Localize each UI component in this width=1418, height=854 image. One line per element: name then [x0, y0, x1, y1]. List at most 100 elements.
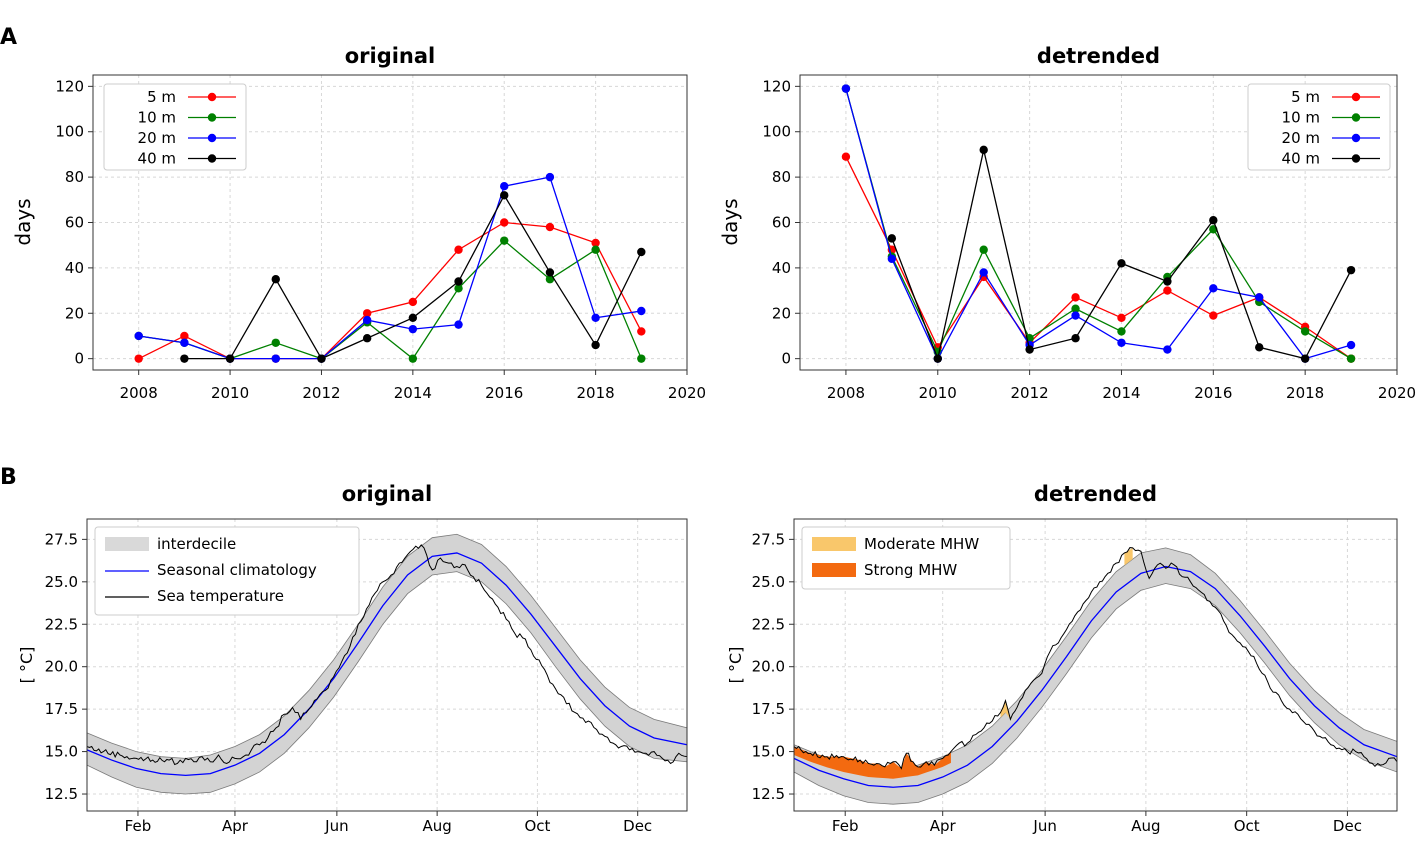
y-tick-label: 100: [55, 123, 84, 141]
x-tick-label: Feb: [125, 817, 152, 835]
data-point: [408, 313, 418, 323]
y-tick-label: 100: [762, 123, 791, 141]
x-tick-label: 2008: [827, 384, 865, 402]
legend-swatch-moderate: [812, 537, 856, 551]
data-point: [1346, 354, 1356, 363]
data-point: [408, 354, 418, 363]
y-tick-label: 40: [65, 259, 84, 277]
x-tick-label: 2018: [577, 384, 615, 402]
data-point: [271, 338, 280, 347]
legend-marker: [207, 133, 217, 143]
data-point: [271, 275, 280, 284]
data-point: [408, 324, 418, 334]
y-tick-label: 25.0: [752, 573, 785, 591]
data-point: [134, 354, 143, 363]
data-point: [500, 236, 509, 245]
data-point: [500, 218, 509, 227]
data-point: [1300, 354, 1310, 363]
y-tick-label: 15.0: [45, 743, 78, 761]
data-point: [1117, 338, 1126, 347]
data-point: [1209, 284, 1218, 293]
data-point: [887, 234, 897, 243]
data-point: [933, 354, 942, 363]
legend-label: Moderate MHW: [864, 535, 979, 553]
legend-label: 20 m: [1282, 129, 1320, 147]
data-point: [362, 309, 372, 318]
chart-title: original: [345, 44, 436, 68]
y-axis-label: [ °C]: [726, 647, 745, 684]
y-tick-label: 15.0: [752, 743, 785, 761]
legend-label: Seasonal climatology: [157, 561, 317, 579]
data-point: [1071, 334, 1080, 343]
x-tick-label: Jun: [1032, 817, 1056, 835]
y-tick-label: 27.5: [45, 530, 78, 548]
legend-label: 40 m: [138, 150, 176, 168]
data-point: [1255, 343, 1264, 352]
data-point: [979, 245, 988, 254]
x-tick-label: Dec: [623, 817, 652, 835]
legend-label: 10 m: [138, 109, 176, 127]
data-point: [637, 327, 646, 336]
y-tick-label: 120: [55, 77, 84, 95]
y-tick-label: 40: [772, 259, 791, 277]
x-tick-label: 2010: [211, 384, 249, 402]
x-tick-label: 2008: [120, 384, 158, 402]
data-point: [454, 320, 463, 329]
legend-label: 40 m: [1282, 150, 1320, 168]
legend-marker: [207, 113, 217, 122]
data-point: [591, 245, 600, 254]
y-tick-label: 22.5: [752, 615, 785, 633]
x-tick-label: 2012: [302, 384, 340, 402]
moderate-mhw-area: [1000, 700, 1011, 720]
data-point: [1209, 311, 1218, 320]
y-tick-label: 0: [781, 350, 791, 368]
data-point: [1209, 216, 1218, 225]
data-point: [317, 354, 326, 363]
x-tick-label: Jun: [324, 817, 348, 835]
data-point: [1255, 293, 1264, 302]
data-point: [979, 268, 988, 277]
series-line-10m: [138, 239, 642, 360]
y-axis-label: days: [11, 198, 35, 245]
data-point: [1117, 313, 1126, 323]
data-point: [362, 334, 372, 343]
data-point: [1163, 286, 1172, 295]
legend-marker: [1351, 113, 1361, 122]
y-tick-label: 17.5: [45, 700, 78, 718]
data-point: [887, 254, 897, 264]
y-tick-label: 80: [772, 168, 791, 186]
sea-temperature-line: [793, 547, 1398, 770]
chart-title: detrended: [1037, 44, 1160, 68]
data-point: [637, 247, 646, 257]
plot-frame: [793, 518, 1398, 812]
y-tick-label: 0: [74, 350, 84, 368]
strong-mhw-area: [794, 746, 951, 779]
x-tick-label: Dec: [1333, 817, 1362, 835]
x-tick-label: Aug: [1131, 817, 1160, 835]
data-point: [841, 152, 851, 161]
data-point: [591, 238, 600, 248]
legend-label: interdecile: [157, 535, 236, 553]
chart-title: original: [342, 482, 433, 506]
panel-a-label: A: [0, 25, 17, 50]
x-tick-label: 2012: [1011, 384, 1049, 402]
panel-b-label: B: [0, 465, 17, 490]
series-line-20m: [138, 176, 642, 360]
x-tick-label: 2020: [668, 384, 706, 402]
y-tick-label: 17.5: [752, 700, 785, 718]
data-point: [1071, 311, 1080, 320]
data-point: [225, 354, 235, 363]
x-tick-label: 2010: [919, 384, 957, 402]
data-point: [1163, 345, 1172, 354]
y-tick-label: 12.5: [752, 785, 785, 803]
legend-label: Sea temperature: [157, 587, 284, 605]
data-point: [637, 306, 646, 316]
legend-swatch-interdecile: [105, 537, 149, 551]
x-tick-label: 2018: [1286, 384, 1324, 402]
data-point: [545, 172, 555, 182]
legend-label: 5 m: [1291, 88, 1320, 106]
legend-box: [1247, 83, 1391, 171]
plot-frame: [799, 74, 1398, 371]
chart-B-detrended: detrended [ °C] Feb Apr Jun Aug Oct Dec 12.5 15.0…: [726, 482, 1398, 835]
